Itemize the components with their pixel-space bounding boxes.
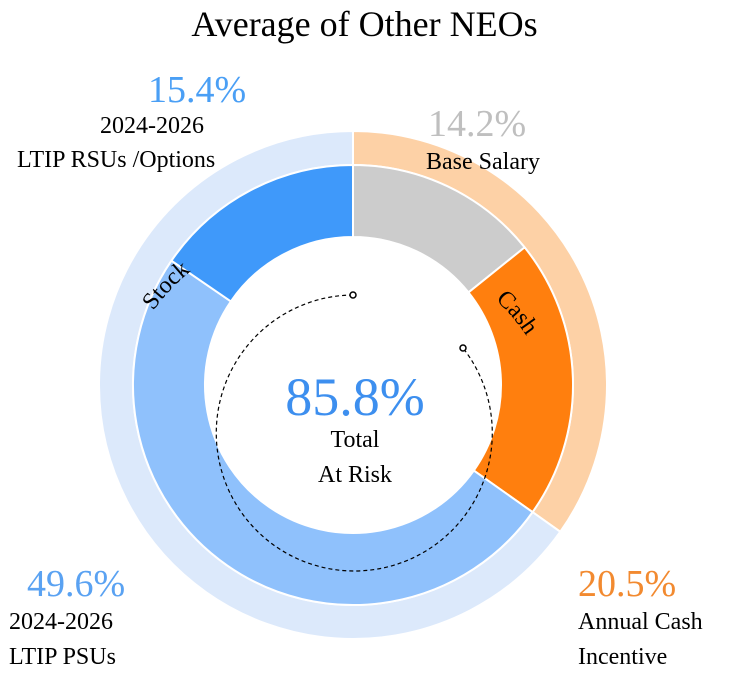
ltip-psus-percent: 49.6% [27, 563, 126, 605]
ltip-psus-label-line2: LTIP PSUs [9, 644, 116, 670]
base-salary-percent: 14.2% [428, 103, 527, 145]
annual-cash-incentive-label-line1: Annual Cash [578, 609, 703, 635]
center-value: 85.8% [285, 367, 424, 427]
ltip-rsus-options-label-line2: LTIP RSUs /Options [17, 147, 216, 173]
ltip-rsus-options-label-line1: 2024-2026 [100, 113, 204, 139]
at-risk-arc-end-marker [459, 344, 467, 352]
chart-title: Average of Other NEOs [191, 4, 538, 44]
center-label-line2: At Risk [318, 462, 392, 488]
inner-ring [132, 163, 574, 606]
at-risk-dashed-arc [215, 294, 493, 572]
base-salary-label: Base Salary [426, 149, 540, 175]
at-risk-arc-start-marker [349, 291, 357, 299]
annual-cash-incentive-percent: 20.5% [578, 563, 677, 605]
ltip-rsus-options-percent: 15.4% [148, 69, 247, 111]
inner-slice-2024-2026-ltip-rsus-options [170, 163, 354, 303]
inner-slice-2024-2026-ltip-psus [132, 259, 534, 606]
ltip-psus-label-line1: 2024-2026 [9, 609, 113, 635]
center-label-line1: Total [331, 427, 380, 453]
annual-cash-incentive-label-line2: Incentive [578, 644, 668, 670]
